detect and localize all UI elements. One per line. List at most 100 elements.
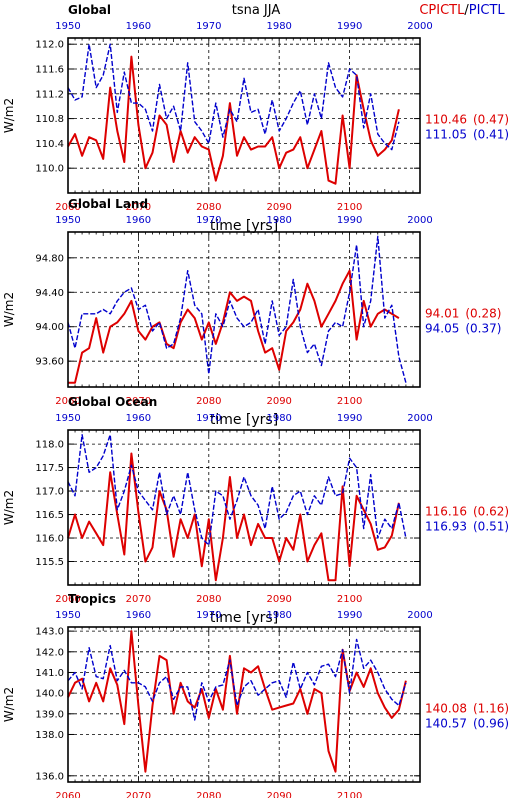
top-tick-label: 2000 (407, 21, 432, 32)
y-tick-label: 115.5 (35, 557, 64, 568)
bottom-tick-label: 2070 (126, 791, 151, 798)
top-tick-label: 1980 (266, 610, 291, 621)
top-tick-label: 1980 (266, 215, 291, 226)
bottom-tick-label: 2090 (266, 791, 291, 798)
series-line-pictl (67, 43, 400, 151)
stat-annotation-cpictl: 140.08 (1.16) (425, 701, 509, 715)
bottom-tick-label: 2070 (126, 202, 151, 213)
mean-pictl: 94.05 (425, 321, 459, 335)
top-tick-label: 1980 (266, 21, 291, 32)
y-tick-label: 94.80 (35, 253, 64, 264)
top-tick-label: 1990 (337, 215, 362, 226)
std-pictl: (0.41) (473, 127, 509, 141)
y-tick-label: 116.0 (35, 534, 64, 545)
mean-pictl: 140.57 (425, 716, 467, 730)
stat-annotation-pictl: 94.05 (0.37) (425, 321, 501, 335)
bottom-tick-label: 2070 (126, 396, 151, 407)
y-tick-label: 143.0 (35, 627, 64, 638)
series-line-cpictl (67, 452, 400, 582)
bottom-tick-label: 2080 (196, 396, 221, 407)
y-tick-label: 142.0 (35, 647, 64, 658)
bottom-tick-label: 2100 (337, 594, 362, 605)
bottom-tick-label: 2100 (337, 396, 362, 407)
plot-frame (67, 231, 421, 388)
std-cpictl: (0.47) (473, 112, 509, 126)
top-tick-label: 1990 (337, 413, 362, 424)
top-tick-label: 1970 (196, 215, 221, 226)
top-tick-label: 2000 (407, 215, 432, 226)
y-tick-label: 110.4 (35, 139, 64, 150)
top-tick-label: 1950 (55, 215, 80, 226)
top-tick-label: 1960 (126, 413, 151, 424)
panel-3: Tropics 1950 1960 1970 1980 1990 2000 2060 2070 2… (2, 592, 509, 798)
bottom-tick-label: 2060 (55, 202, 80, 213)
y-tick-label: 141.0 (35, 668, 64, 679)
mean-cpictl: 116.16 (425, 504, 467, 518)
stat-annotation-pictl: 116.93 (0.51) (425, 519, 509, 533)
series-line-cpictl (68, 269, 400, 384)
series-line-cpictl (67, 55, 400, 185)
stat-annotation-pictl: 140.57 (0.96) (425, 716, 509, 730)
panel-0: Global 1950 1960 1970 1980 1990 2000 2060 2070 20… (2, 3, 509, 234)
x-axis-label: time [yrs] (210, 412, 278, 428)
figure-center-title: tsna JJA (232, 3, 281, 18)
x-axis-label: time [yrs] (210, 218, 278, 234)
legend-cpictl: CPICTL (419, 3, 465, 18)
top-tick-label: 1950 (55, 610, 80, 621)
top-tick-label: 2000 (407, 610, 432, 621)
bottom-tick-label: 2060 (55, 396, 80, 407)
top-tick-label: 1970 (196, 21, 221, 32)
mean-cpictl: 140.08 (425, 701, 467, 715)
std-pictl: (0.37) (465, 321, 501, 335)
legend-pictl: PICTL (469, 3, 506, 18)
y-tick-label: 94.40 (35, 288, 64, 299)
plot-frame (67, 37, 421, 194)
y-tick-label: 138.0 (35, 730, 64, 741)
panel-2: Global Ocean 1950 1960 1970 1980 1990 2000 2060… (2, 395, 509, 626)
y-tick-label: 94.00 (35, 322, 64, 333)
bottom-tick-label: 2090 (266, 594, 291, 605)
top-tick-label: 1990 (337, 21, 362, 32)
legend-slash: / (464, 3, 469, 18)
y-tick-label: 111.6 (35, 65, 64, 76)
y-tick-label: 136.0 (35, 771, 64, 782)
panel-title: Tropics (68, 592, 116, 606)
panel-title: Global Ocean (68, 395, 157, 409)
y-tick-label: 93.60 (35, 357, 64, 368)
mean-cpictl: 110.46 (425, 112, 467, 126)
stat-annotation-cpictl: 110.46 (0.47) (425, 112, 509, 126)
y-tick-label: 117.5 (35, 463, 64, 474)
bottom-tick-label: 2060 (55, 594, 80, 605)
y-axis-label: W/m2 (2, 687, 16, 722)
top-tick-label: 1950 (55, 413, 80, 424)
series-line-pictl (67, 638, 407, 721)
top-tick-label: 1960 (126, 215, 151, 226)
panel-title: Global (68, 3, 111, 17)
bottom-tick-label: 2080 (196, 594, 221, 605)
y-tick-label: 116.5 (35, 510, 64, 521)
stat-annotation-pictl: 111.05 (0.41) (425, 127, 509, 141)
y-tick-label: 110.8 (35, 114, 64, 125)
top-tick-label: 2000 (407, 413, 432, 424)
stat-annotation-cpictl: 116.16 (0.62) (425, 504, 509, 518)
stat-annotation-cpictl: 94.01 (0.28) (425, 306, 501, 320)
y-tick-label: 140.0 (35, 689, 64, 700)
top-tick-label: 1960 (126, 21, 151, 32)
std-pictl: (0.96) (473, 716, 509, 730)
series-line-pictl (67, 235, 407, 383)
panel-title: Global Land (68, 197, 148, 211)
std-cpictl: (0.28) (465, 306, 501, 320)
bottom-tick-label: 2070 (126, 594, 151, 605)
y-axis-label: W/m2 (2, 292, 16, 327)
std-cpictl: (1.16) (473, 701, 509, 715)
top-tick-label: 1960 (126, 610, 151, 621)
top-tick-label: 1970 (196, 610, 221, 621)
x-axis-label: time [yrs] (210, 610, 278, 626)
top-tick-label: 1950 (55, 21, 80, 32)
y-tick-label: 118.0 (35, 440, 64, 451)
series-line-pictl (67, 434, 407, 546)
panel-1: Global Land 1950 1960 1970 1980 1990 2000 2060 2… (2, 197, 501, 428)
bottom-tick-label: 2060 (55, 791, 80, 798)
bottom-tick-label: 2090 (266, 202, 291, 213)
